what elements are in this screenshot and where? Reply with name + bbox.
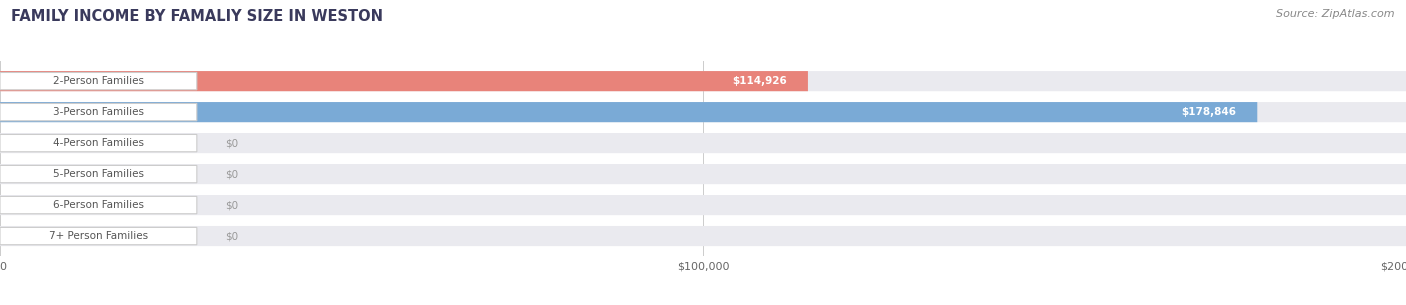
FancyBboxPatch shape: [0, 71, 808, 91]
Text: 3-Person Families: 3-Person Families: [53, 107, 143, 117]
FancyBboxPatch shape: [0, 164, 1406, 184]
Text: $114,926: $114,926: [733, 76, 787, 86]
FancyBboxPatch shape: [0, 73, 197, 90]
FancyBboxPatch shape: [0, 228, 197, 245]
FancyBboxPatch shape: [0, 226, 1406, 246]
FancyBboxPatch shape: [0, 135, 197, 152]
Text: $0: $0: [225, 138, 238, 148]
Text: 2-Person Families: 2-Person Families: [53, 76, 143, 86]
FancyBboxPatch shape: [0, 71, 1406, 91]
FancyBboxPatch shape: [0, 195, 1406, 215]
Text: 6-Person Families: 6-Person Families: [53, 200, 143, 210]
Text: $0: $0: [225, 169, 238, 179]
FancyBboxPatch shape: [0, 102, 1257, 122]
FancyBboxPatch shape: [0, 196, 197, 214]
Text: $0: $0: [225, 200, 238, 210]
FancyBboxPatch shape: [0, 133, 1406, 153]
Text: 5-Person Families: 5-Person Families: [53, 169, 143, 179]
Text: 4-Person Families: 4-Person Families: [53, 138, 143, 148]
FancyBboxPatch shape: [0, 165, 197, 183]
FancyBboxPatch shape: [0, 103, 197, 121]
Text: FAMILY INCOME BY FAMALIY SIZE IN WESTON: FAMILY INCOME BY FAMALIY SIZE IN WESTON: [11, 9, 384, 24]
FancyBboxPatch shape: [0, 102, 1406, 122]
Text: $178,846: $178,846: [1181, 107, 1236, 117]
Text: Source: ZipAtlas.com: Source: ZipAtlas.com: [1277, 9, 1395, 19]
Text: $0: $0: [225, 231, 238, 241]
Text: 7+ Person Families: 7+ Person Families: [49, 231, 148, 241]
